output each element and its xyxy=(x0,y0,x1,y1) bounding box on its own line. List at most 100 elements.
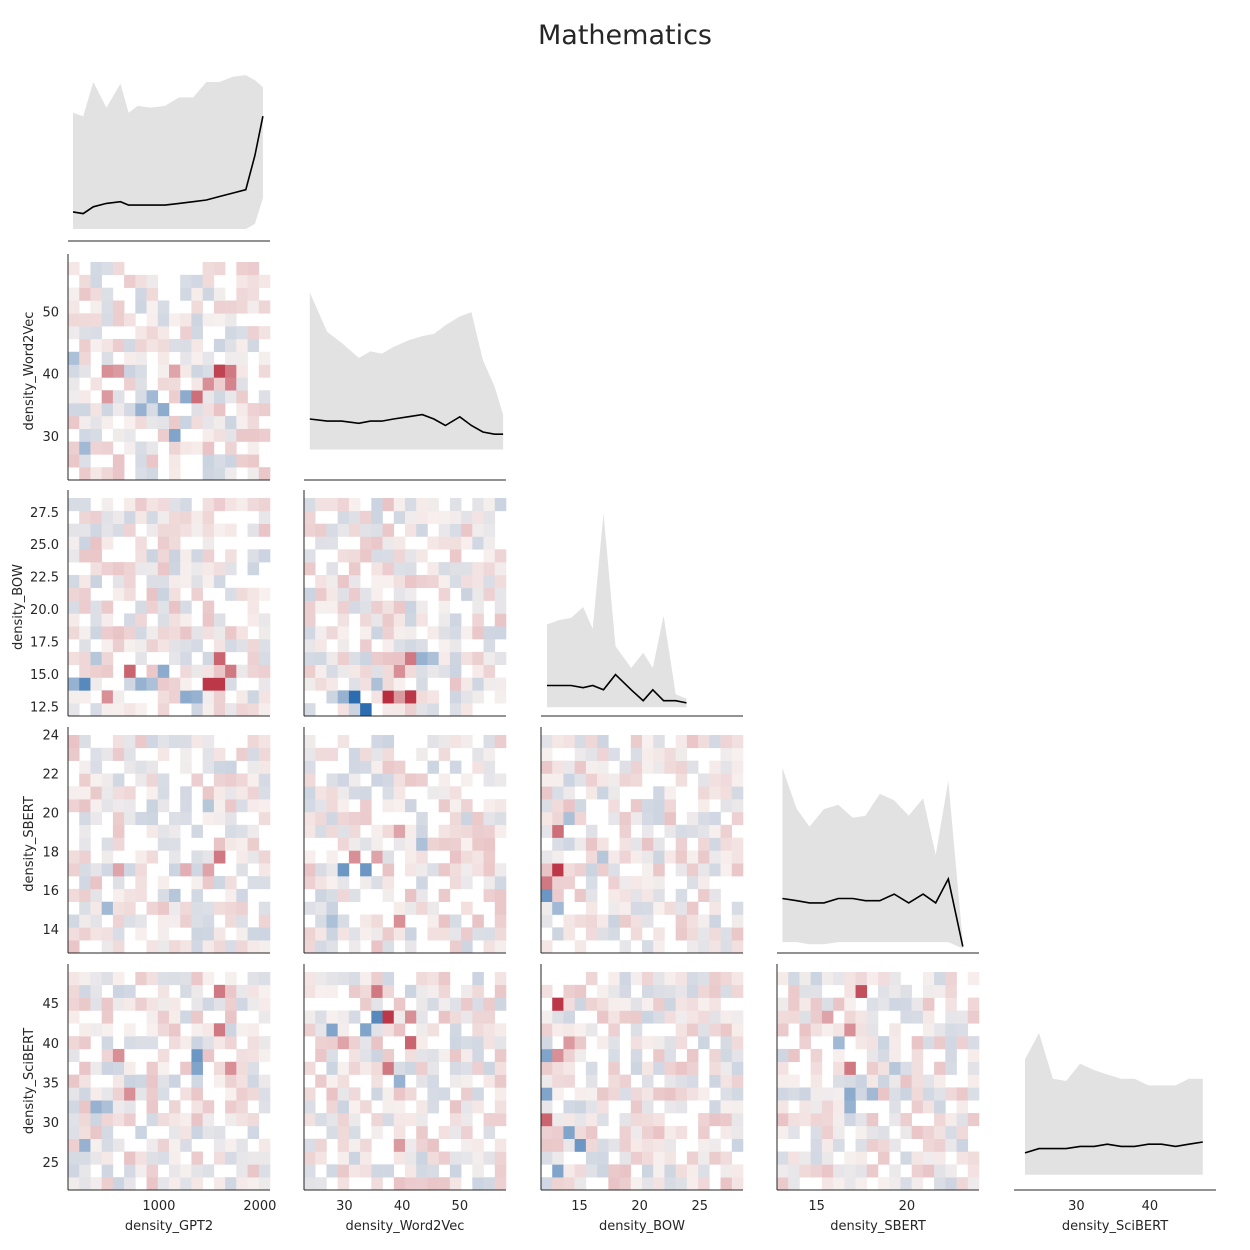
heatmap-cell xyxy=(236,287,248,301)
heatmap-cell xyxy=(664,997,676,1011)
heatmap-cell xyxy=(731,1125,744,1139)
heatmap-cell xyxy=(574,1138,587,1152)
heatmap-cell xyxy=(449,824,462,838)
heatmap-cell xyxy=(326,562,338,576)
heatmap-cell xyxy=(630,799,643,813)
heatmap-cell xyxy=(213,927,226,941)
heatmap-cell xyxy=(169,613,181,627)
heatmap-cell xyxy=(360,1100,372,1114)
heatmap-cell xyxy=(720,735,733,749)
heatmap-cell xyxy=(202,351,215,365)
heatmap-cell xyxy=(191,300,203,314)
heatmap-cell xyxy=(157,837,170,851)
heatmap-cell xyxy=(225,441,237,455)
heatmap-cell xyxy=(68,940,80,954)
heatmap-cell xyxy=(619,1010,632,1024)
heatmap-cell xyxy=(900,1087,912,1101)
heatmap-cell xyxy=(124,901,136,915)
heatmap-cell xyxy=(236,1074,248,1088)
heatmap-cell xyxy=(337,914,350,928)
heatmap-cell xyxy=(191,1113,203,1127)
heatmap-cell xyxy=(371,997,383,1011)
heatmap-cell xyxy=(563,1010,575,1024)
heatmap-cell xyxy=(675,1061,688,1075)
heatmap-cell xyxy=(68,888,80,902)
heatmap-cell xyxy=(90,338,102,353)
heatmap-cell xyxy=(371,510,383,524)
heatmap-cell xyxy=(449,735,462,749)
heatmap-cell xyxy=(258,626,271,640)
heatmap-cell xyxy=(574,811,587,826)
heatmap-cell xyxy=(213,415,226,429)
heatmap-cell xyxy=(157,997,170,1011)
heatmap-cell xyxy=(799,1010,811,1024)
heatmap-cell xyxy=(878,1138,890,1152)
heatmap-cell xyxy=(337,703,350,717)
heatmap-cell xyxy=(709,735,721,749)
heatmap-cell xyxy=(777,1074,789,1088)
heatmap-cell xyxy=(427,536,439,550)
heatmap-cell xyxy=(337,574,350,589)
heatmap-cell xyxy=(709,1048,721,1063)
heatmap-cell xyxy=(642,984,654,998)
heatmap-cell xyxy=(304,876,316,890)
heatmap-cell xyxy=(348,690,361,704)
heatmap-cell xyxy=(709,914,721,928)
heatmap-cell xyxy=(169,1036,181,1050)
heatmap-cell xyxy=(664,1177,676,1191)
heatmap-cell xyxy=(945,997,957,1011)
heatmap-cell xyxy=(112,940,125,954)
heatmap-cell xyxy=(191,1048,203,1063)
heatmap-cell xyxy=(472,972,484,986)
heatmap-cell xyxy=(326,850,338,864)
heatmap-cell xyxy=(472,1164,484,1178)
heatmap-cell xyxy=(552,997,564,1011)
heatmap-cell xyxy=(348,760,361,774)
heatmap-cell xyxy=(315,664,327,678)
heatmap-cell xyxy=(483,562,496,576)
heatmap-cell xyxy=(585,863,598,877)
heatmap-cell xyxy=(821,1138,834,1152)
heatmap-cell xyxy=(225,876,237,890)
heatmap-cell xyxy=(541,901,553,915)
heatmap-cell xyxy=(619,773,632,787)
heatmap-cell xyxy=(348,1113,361,1127)
heatmap-cell xyxy=(675,735,688,749)
heatmap-cell xyxy=(438,786,451,800)
heatmap-cell xyxy=(371,613,383,627)
heatmap-cell xyxy=(258,1164,271,1178)
heatmap-cell xyxy=(191,735,203,749)
heatmap-cell xyxy=(449,1023,462,1037)
y-tick-label: 25 xyxy=(42,1156,59,1171)
heatmap-cell xyxy=(967,1010,980,1024)
heatmap-cell xyxy=(472,863,484,877)
heatmap-cell xyxy=(664,1087,676,1101)
heatmap-cell xyxy=(146,510,159,524)
heatmap-cell xyxy=(821,1113,834,1127)
heatmap-cell xyxy=(642,1125,654,1139)
heatmap-cell xyxy=(236,415,248,429)
heatmap-cell xyxy=(213,786,226,800)
heatmap-cell xyxy=(202,914,215,928)
heatmap-cell xyxy=(191,1010,203,1024)
heatmap-cell xyxy=(563,997,575,1011)
heatmap-cell xyxy=(101,313,114,327)
heatmap-cell xyxy=(956,1177,969,1191)
heatmap-cell xyxy=(934,1087,946,1101)
heatmap-cell xyxy=(686,811,699,826)
heatmap-cell xyxy=(427,703,439,717)
heatmap-cell xyxy=(90,300,102,314)
heatmap-cell xyxy=(653,735,665,749)
heatmap-cell xyxy=(675,927,688,941)
heatmap-cell xyxy=(945,972,957,986)
heatmap-cell xyxy=(101,300,114,314)
heatmap-cell xyxy=(574,735,587,749)
heatmap-cell xyxy=(934,1061,946,1075)
heatmap-cell xyxy=(79,1113,91,1127)
heatmap-cell xyxy=(642,1010,654,1024)
heatmap-cell xyxy=(101,927,114,941)
heatmap-cell xyxy=(169,1177,181,1191)
heatmap-cell xyxy=(461,997,473,1011)
heatmap-cell xyxy=(494,1138,507,1152)
heatmap-cell xyxy=(382,1087,395,1101)
